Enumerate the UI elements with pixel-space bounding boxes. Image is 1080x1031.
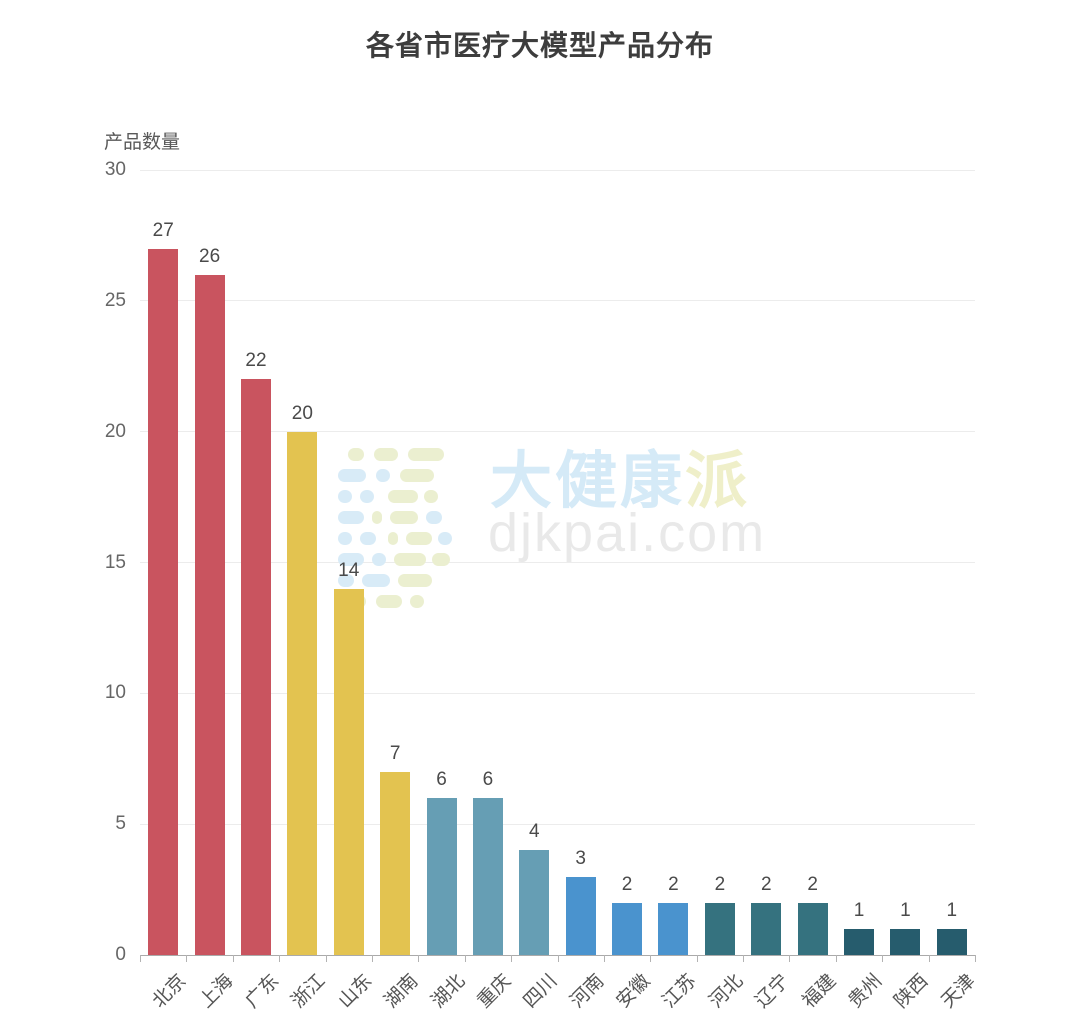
x-axis-tick	[975, 955, 976, 962]
y-axis-tick-label: 30	[104, 159, 126, 180]
bar-value-label: 6	[436, 769, 447, 790]
x-axis-category-label: 广东	[241, 970, 284, 1013]
x-axis-tick	[603, 955, 605, 962]
x-axis-tick	[140, 955, 141, 962]
bar-5[interactable]	[333, 588, 364, 955]
bar-value-label: 22	[245, 350, 267, 372]
bar-8[interactable]	[472, 798, 503, 955]
bar-16[interactable]	[844, 928, 875, 955]
bar-value-label: 7	[389, 742, 401, 764]
x-axis-category-label: 湖南	[380, 970, 423, 1013]
x-axis-tick	[835, 955, 837, 962]
bar-value-label: 3	[575, 847, 586, 869]
x-axis-category-label: 浙江	[288, 970, 330, 1013]
x-axis-category-label: 福建	[798, 970, 841, 1013]
y-gridline	[140, 562, 975, 563]
bar-2[interactable]	[194, 274, 225, 955]
y-axis-tick-label: 25	[104, 289, 126, 311]
x-axis-tick	[743, 955, 745, 962]
bar-3[interactable]	[240, 379, 271, 955]
bar-12[interactable]	[658, 902, 689, 955]
bar-value-label: 2	[621, 873, 633, 895]
bar-value-label: 27	[152, 219, 174, 241]
chart-title: 各省市医疗大模型产品分布	[365, 30, 714, 61]
bar-value-label: 20	[291, 402, 313, 424]
bar-14[interactable]	[751, 902, 782, 955]
bar-value-label: 26	[199, 245, 221, 267]
x-axis-category-label: 山东	[334, 970, 377, 1013]
bar-value-label: 2	[760, 873, 772, 895]
x-axis-category-label: 陕西	[891, 970, 933, 1013]
bar-value-label: 1	[900, 899, 911, 921]
x-axis-category-label: 天津	[937, 970, 980, 1013]
bar-6[interactable]	[380, 771, 411, 955]
y-axis-tick-label: 5	[115, 813, 126, 835]
plot-area: 0 5 10 15 20 25 30 27 北京 26 上海 22 广东 20 浙江 14 山东 7 湖南 6 湖北 6 重…	[105, 159, 979, 1012]
bar-value-label: 1	[946, 899, 958, 921]
bar-value-label: 2	[668, 873, 679, 895]
x-axis-category-label: 北京	[148, 970, 191, 1013]
bar-18[interactable]	[936, 928, 967, 955]
x-axis-category-label: 安徽	[612, 970, 655, 1013]
x-axis-category-label: 重庆	[473, 970, 516, 1013]
bar-1[interactable]	[148, 248, 179, 955]
bar-7[interactable]	[426, 798, 457, 955]
bar-value-label: 1	[853, 899, 865, 921]
y-axis-tick-label: 10	[104, 682, 126, 704]
x-axis-tick	[882, 955, 884, 962]
bar-value-label: 14	[338, 559, 360, 581]
x-axis-category-label: 湖北	[427, 970, 469, 1013]
bar-value-label: 2	[807, 873, 818, 895]
bar-15[interactable]	[797, 902, 828, 955]
y-gridline	[140, 823, 975, 825]
x-axis-category-label: 河南	[566, 970, 609, 1013]
bar-9[interactable]	[519, 850, 550, 955]
y-axis-tick-label: 20	[104, 420, 126, 442]
y-gridline	[140, 169, 975, 171]
x-axis-tick	[928, 955, 930, 962]
y-gridline	[140, 692, 975, 694]
x-axis-category-label: 四川	[519, 970, 562, 1013]
bar-11[interactable]	[612, 902, 643, 955]
x-axis-category-label: 江苏	[659, 970, 701, 1013]
bar-4[interactable]	[287, 431, 318, 955]
x-axis-tick	[650, 955, 652, 962]
y-gridline	[140, 300, 975, 302]
x-axis-category-label: 辽宁	[751, 970, 794, 1013]
x-axis-category-label: 上海	[195, 970, 237, 1013]
x-axis-tick	[232, 955, 234, 962]
x-axis-tick	[789, 955, 791, 962]
bar-13[interactable]	[704, 902, 735, 955]
x-axis-tick	[279, 955, 281, 962]
x-axis-tick	[325, 955, 327, 962]
bar-17[interactable]	[890, 928, 921, 955]
y-gridline	[140, 431, 975, 433]
x-axis-tick	[511, 955, 513, 962]
bar-value-label: 2	[714, 873, 726, 895]
x-axis-category-label: 贵州	[844, 970, 887, 1013]
y-axis-tick-label: 15	[104, 551, 126, 573]
x-axis-tick	[371, 955, 373, 962]
y-axis-tick-label: 0	[115, 944, 126, 965]
x-axis-tick	[557, 955, 559, 962]
bar-10[interactable]	[565, 876, 596, 955]
bar-value-label: 4	[529, 821, 540, 843]
bar-value-label: 6	[482, 769, 494, 790]
x-axis-tick	[418, 955, 420, 962]
x-axis-tick	[696, 955, 698, 962]
y-axis-title: 产品数量	[104, 132, 181, 153]
x-axis-category-label: 河北	[705, 970, 748, 1013]
x-axis-tick	[186, 955, 188, 962]
x-axis-tick	[464, 955, 466, 962]
